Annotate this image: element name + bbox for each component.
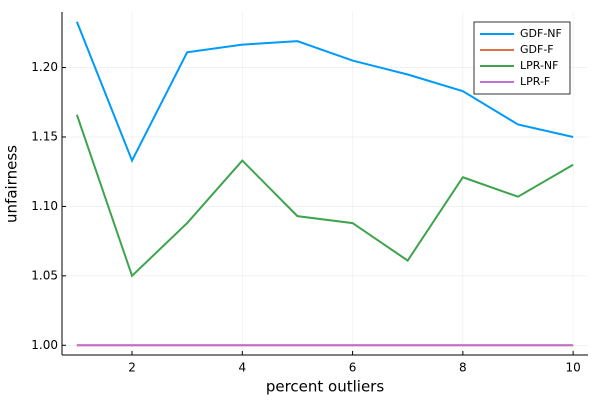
x-tick-label: 10: [565, 361, 580, 375]
y-tick-label: 1.05: [31, 268, 58, 282]
legend-label: LPR-NF: [520, 59, 558, 72]
y-axis-label: unfairness: [3, 145, 21, 223]
legend-label: LPR-F: [520, 75, 550, 88]
x-tick-label: 4: [238, 361, 246, 375]
y-tick-label: 1.20: [31, 60, 58, 74]
y-tick-label: 1.15: [31, 129, 58, 143]
series-line: [75, 21, 574, 164]
legend-label: GDF-F: [520, 43, 554, 56]
legend-label: GDF-NF: [520, 27, 562, 40]
x-tick-label: 8: [459, 361, 467, 375]
y-tick-label: 1.00: [31, 338, 58, 352]
x-tick-label: 6: [349, 361, 357, 375]
y-tick-label: 1.10: [31, 199, 58, 213]
x-tick-label: 2: [128, 361, 136, 375]
series-line: [75, 114, 574, 278]
x-axis-label: percent outliers: [266, 378, 385, 396]
